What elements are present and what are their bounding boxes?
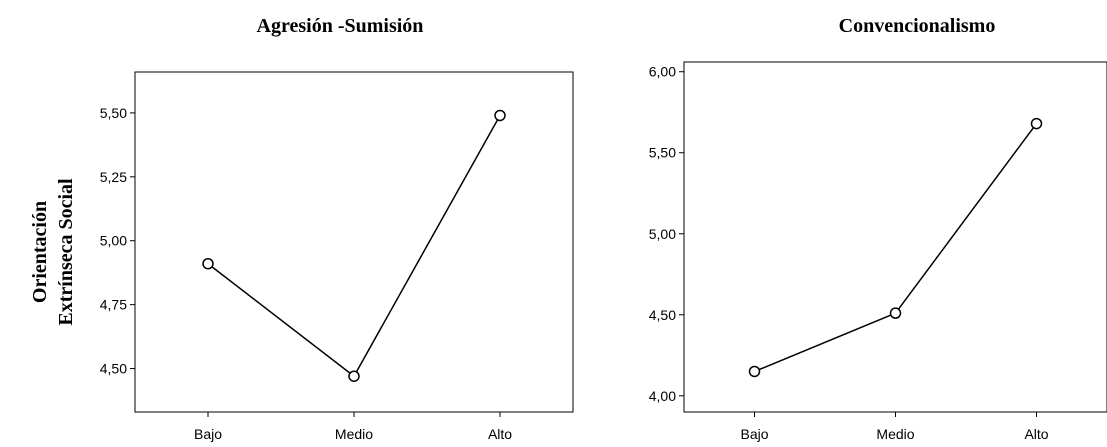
plot-frame <box>683 61 1107 413</box>
y-tick-label: 6,00 <box>649 64 676 80</box>
y-tick-label: 4,00 <box>649 388 676 404</box>
chart-title: Agresión -Sumisión <box>257 15 424 37</box>
x-tick-label: Medio <box>335 426 373 442</box>
y-tick-label: 5,50 <box>100 105 127 121</box>
y-axis-label-line-2: Extrínseca Social <box>55 178 77 326</box>
chart-convencionalismo: Convencionalismo 4,00 4,50 5,00 5,50 6,00 Bajo… <box>649 15 1107 442</box>
y-tick-label: 5,00 <box>649 226 676 242</box>
series-line <box>207 115 501 378</box>
data-point-bajo <box>748 365 761 378</box>
x-tick-label: Alto <box>1024 426 1048 442</box>
x-tick-label: Alto <box>488 426 512 442</box>
data-point-alto <box>494 109 506 122</box>
data-point-medio <box>889 307 902 319</box>
data-point-bajo <box>202 257 214 270</box>
chart-agresion-sumision: Agresión -Sumisión 4,50 4,75 5,00 5,25 5,50 Ba… <box>100 15 574 442</box>
y-tick-label: 5,50 <box>649 145 676 161</box>
y-tick-label: 5,00 <box>100 233 127 249</box>
y-tick-label: 4,50 <box>100 361 127 377</box>
x-tick-label: Bajo <box>740 426 768 442</box>
data-point-alto <box>1030 117 1043 130</box>
x-tick-label: Bajo <box>194 426 222 442</box>
y-tick-label: 4,50 <box>649 307 676 323</box>
series-line <box>754 123 1038 373</box>
plot-frame <box>134 71 574 413</box>
y-tick-label: 4,75 <box>100 297 127 313</box>
y-tick-label: 5,25 <box>100 169 127 185</box>
chart-title: Convencionalismo <box>839 15 996 37</box>
x-tick-label: Medio <box>876 426 914 442</box>
data-point-medio <box>348 370 360 382</box>
y-axis-label-line-1: Orientación <box>29 201 51 303</box>
